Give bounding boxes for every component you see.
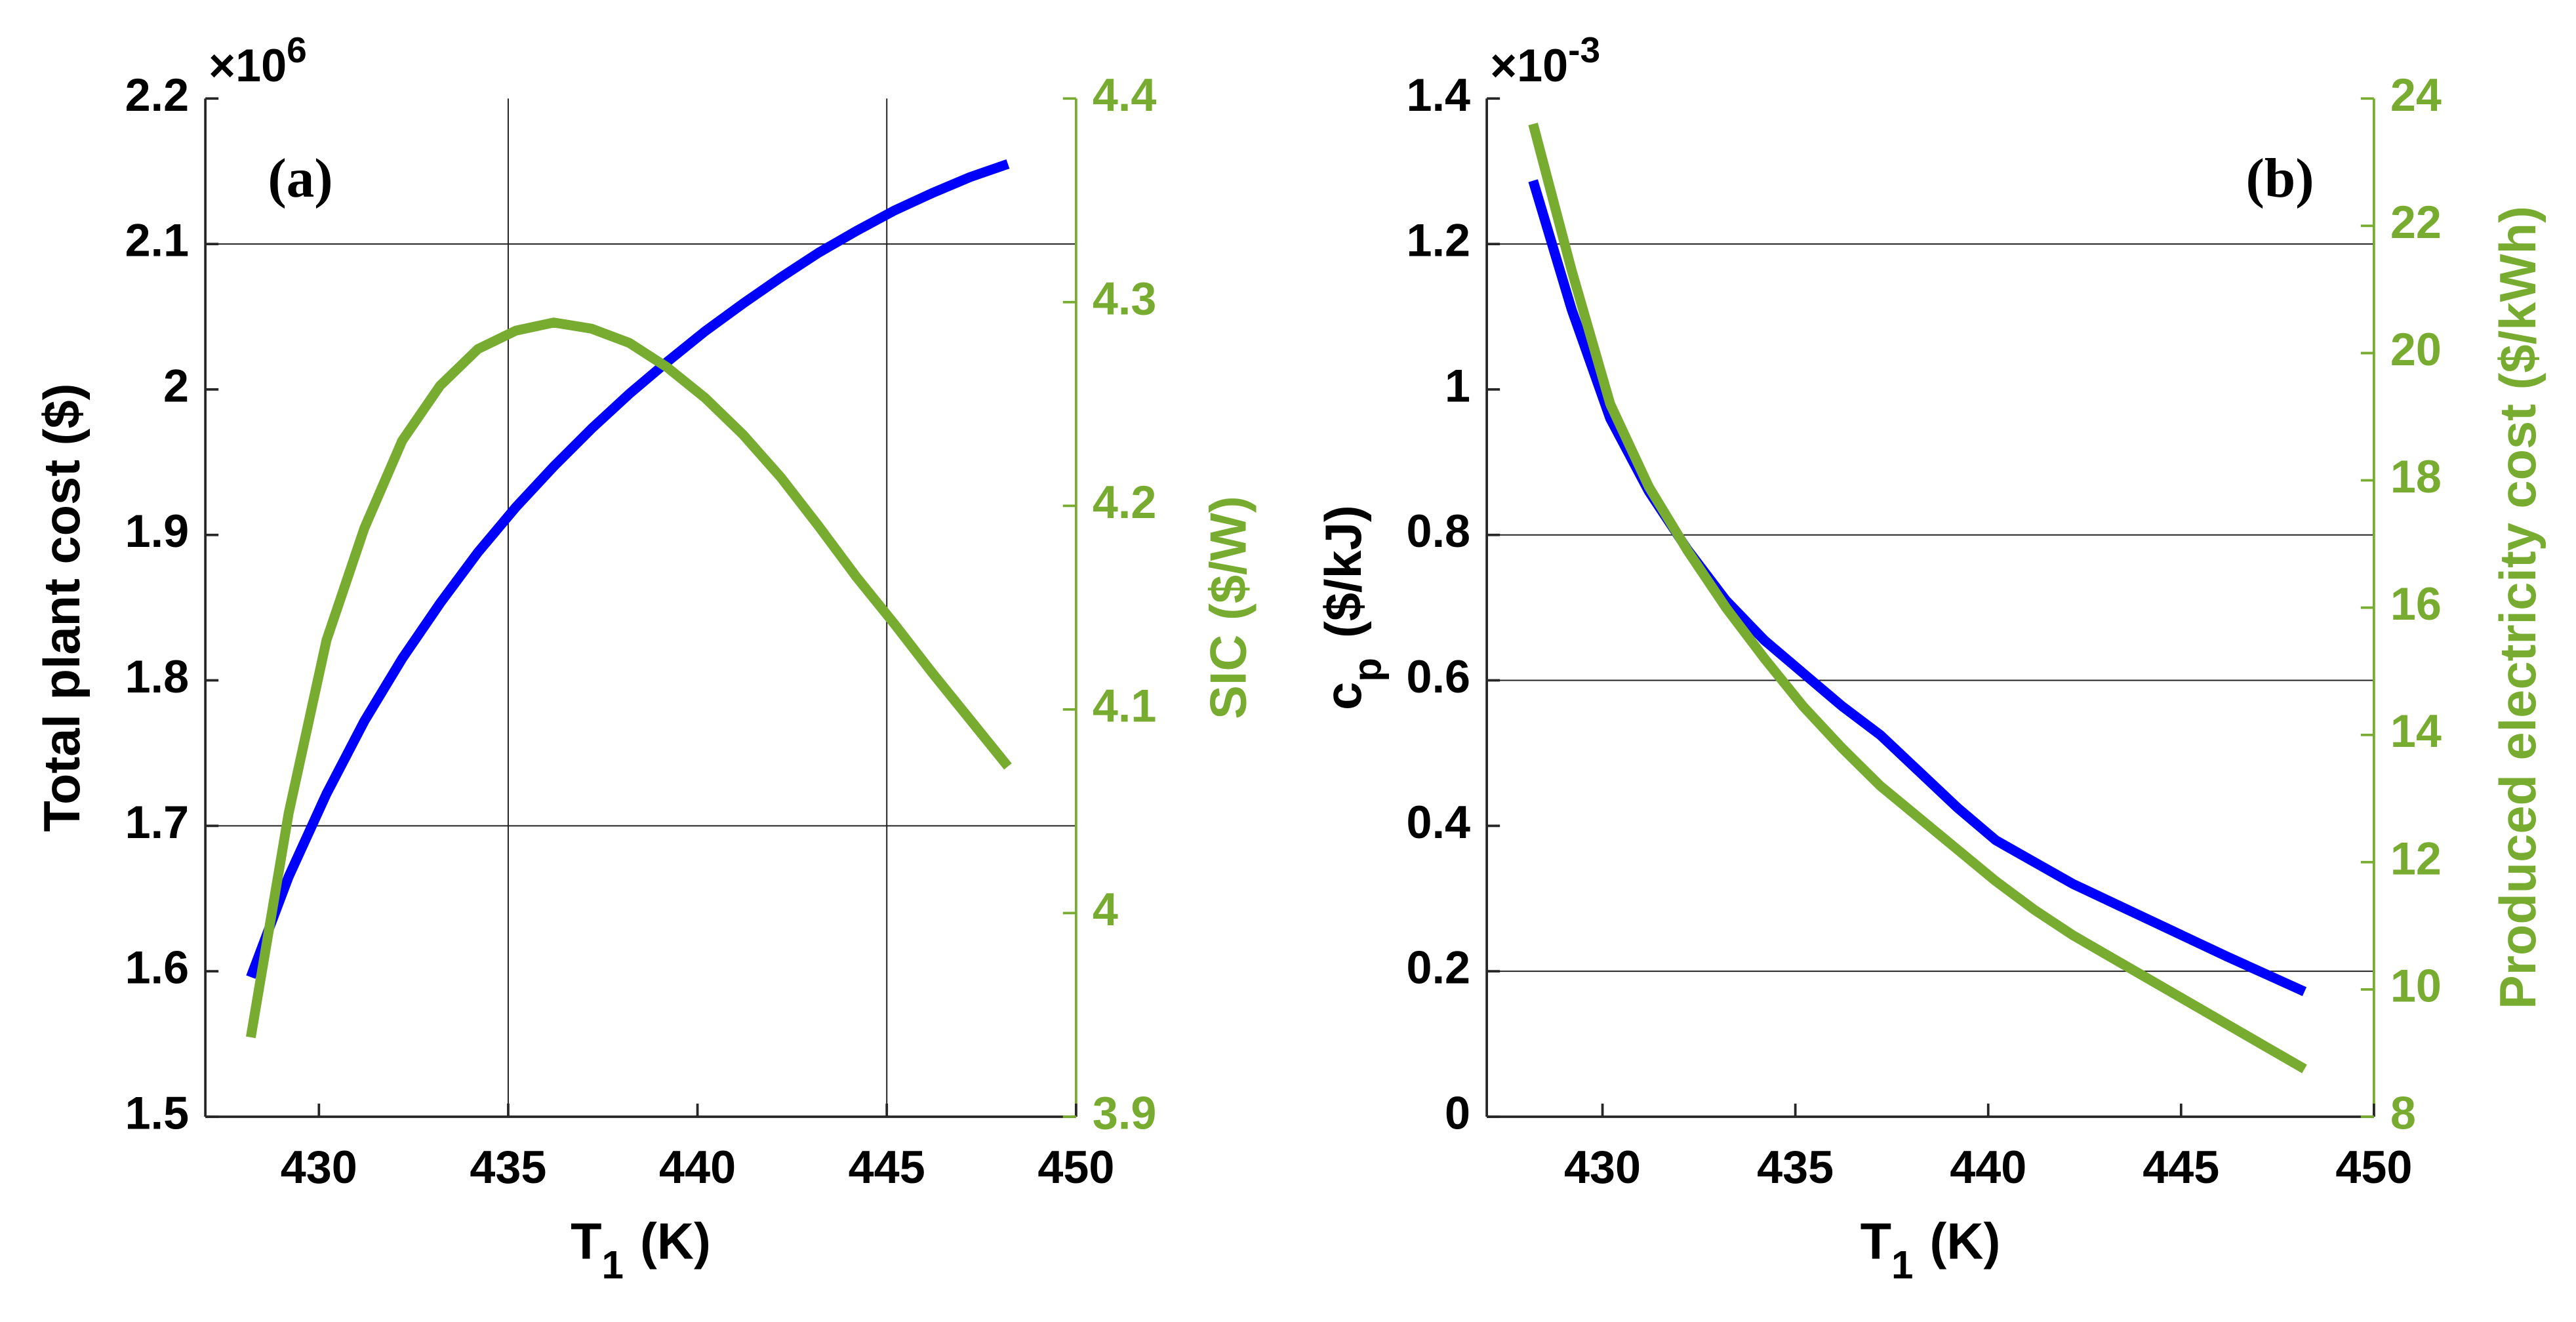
x-label-unit: (K) xyxy=(640,1213,711,1270)
y-label-unit: ($/kJ) xyxy=(1316,505,1372,638)
y2-tick-label: 10 xyxy=(2390,960,2442,1011)
x-tick-label: 450 xyxy=(2335,1142,2412,1193)
y-label-main: Total plant cost ($) xyxy=(34,384,91,832)
y2-tick-label: 24 xyxy=(2390,70,2442,121)
y-axis-label: Total plant cost ($) xyxy=(34,384,91,832)
panel-label: (a) xyxy=(268,148,332,209)
y2-tick-label: 4.4 xyxy=(1093,70,1156,121)
y-axis-label: cp ($/kJ) xyxy=(1316,505,1389,710)
x-axis-label: T1 (K) xyxy=(571,1213,711,1287)
y2-tick-label: 12 xyxy=(2390,833,2442,884)
y2-tick-label: 16 xyxy=(2390,578,2442,630)
y-tick-label: 1.4 xyxy=(1407,70,1470,121)
y-tick-label: 2.2 xyxy=(125,70,189,121)
multiplier-exponent: -3 xyxy=(1568,30,1600,70)
x-label-main: T xyxy=(1861,1213,1891,1270)
y2-axis-label: Produced electricity cost ($/kWh) xyxy=(2490,206,2546,1009)
multiplier-base: ×10 xyxy=(1490,40,1568,91)
y-tick-label: 0.4 xyxy=(1407,797,1470,848)
multiplier-exponent: 6 xyxy=(287,30,307,70)
y-tick-label: 0 xyxy=(1445,1087,1470,1138)
y2-tick-label: 4.1 xyxy=(1093,680,1156,731)
data-line xyxy=(246,159,1010,979)
axis-multiplier: ×106 xyxy=(209,30,307,91)
x-label-sub: 1 xyxy=(602,1243,624,1287)
y-tick-label: 0.8 xyxy=(1407,506,1470,557)
y-tick-label: 0.6 xyxy=(1407,651,1470,702)
x-tick-label: 430 xyxy=(1564,1142,1641,1193)
y-tick-label: 1.6 xyxy=(125,942,189,993)
x-tick-label: 440 xyxy=(659,1142,736,1193)
y-label-sub: p xyxy=(1345,658,1389,682)
data-line xyxy=(1528,179,2307,997)
x-label-sub: 1 xyxy=(1891,1243,1913,1287)
panel: 430 435 440 445 450 1.5 1.6 1.7 1.8 1.9 2 2.1 2.2 3.9… xyxy=(34,30,1257,1287)
multiplier-base: ×10 xyxy=(209,40,287,91)
y-tick-label: 2 xyxy=(163,360,189,411)
x-tick-label: 445 xyxy=(2143,1142,2219,1193)
data-line xyxy=(1528,123,2307,1073)
panel: 430 435 440 445 45000.20.40.60.811.21.481012… xyxy=(1316,30,2546,1287)
y2-axis-label: SIC ($/W) xyxy=(1200,496,1257,719)
x-tick-label: 445 xyxy=(849,1142,925,1193)
x-tick-label: 450 xyxy=(1037,1142,1114,1193)
y-tick-label: 1.7 xyxy=(125,797,189,848)
y2-tick-label: 8 xyxy=(2390,1087,2416,1138)
y-tick-label: 1.5 xyxy=(125,1087,189,1138)
y2-tick-label: 3.9 xyxy=(1093,1087,1156,1138)
data-line xyxy=(245,317,1012,1039)
panel-label: (b) xyxy=(2245,148,2314,209)
y2-tick-label: 4.3 xyxy=(1093,273,1156,324)
y-tick-label: 2.1 xyxy=(125,215,189,266)
y2-tick-label: 4 xyxy=(1093,884,1118,935)
y-label-main: c xyxy=(1316,682,1372,710)
y2-tick-label: 22 xyxy=(2390,197,2442,248)
y2-tick-label: 20 xyxy=(2390,324,2442,375)
x-label-unit: (K) xyxy=(1930,1213,2001,1270)
y2-tick-label: 4.2 xyxy=(1093,477,1156,528)
y-tick-label: 0.2 xyxy=(1407,942,1470,993)
x-tick-label: 435 xyxy=(470,1142,546,1193)
x-tick-label: 430 xyxy=(281,1142,357,1193)
y2-tick-label: 18 xyxy=(2390,451,2442,502)
y-tick-label: 1.9 xyxy=(125,506,189,557)
y2-tick-label: 14 xyxy=(2390,706,2442,757)
y-tick-label: 1 xyxy=(1445,360,1470,411)
x-tick-label: 435 xyxy=(1757,1142,1834,1193)
y-tick-label: 1.8 xyxy=(125,651,189,702)
axis-multiplier: ×10-3 xyxy=(1490,30,1600,91)
x-label-main: T xyxy=(571,1213,601,1270)
x-tick-label: 440 xyxy=(1950,1142,2026,1193)
y-tick-label: 1.2 xyxy=(1407,215,1470,266)
x-axis-label: T1 (K) xyxy=(1861,1213,2001,1287)
